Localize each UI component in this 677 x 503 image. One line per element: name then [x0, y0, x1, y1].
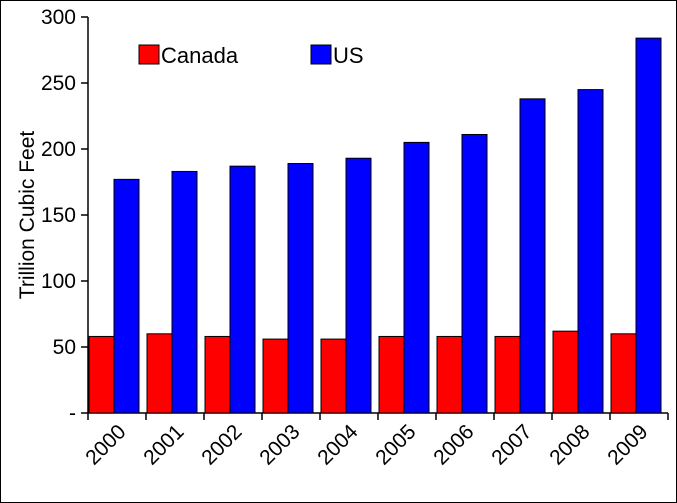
bar-canada-2002 — [204, 335, 231, 414]
bars — [88, 37, 662, 414]
y-tick-label: 150 — [41, 204, 76, 227]
bar-us-2001 — [171, 170, 198, 414]
bar-canada-2003 — [262, 338, 289, 414]
x-tick-label: 2002 — [197, 420, 246, 469]
bar-us-2004 — [345, 157, 372, 414]
bar-us-2005 — [403, 141, 430, 414]
bar-us-2006 — [461, 133, 488, 414]
x-tick-label: 2007 — [487, 420, 536, 469]
x-tick-labels: 2000 2001 2002 2003 2004 2005 2006 2007 2008 2009 — [81, 420, 652, 470]
y-tick-labels: - 50 100 150 200 250 300 — [41, 6, 76, 425]
bar-us-2003 — [287, 163, 314, 414]
bar-canada-2008 — [552, 330, 579, 414]
bar-canada-2004 — [320, 338, 347, 414]
y-tick-label: 100 — [41, 270, 76, 293]
bar-us-2002 — [229, 165, 256, 414]
bar-canada-2000 — [88, 335, 115, 414]
y-tick-label: 300 — [41, 6, 76, 29]
bar-canada-2009 — [610, 333, 637, 414]
x-tick-label: 2009 — [603, 420, 652, 469]
legend-swatch-canada — [138, 44, 160, 65]
bar-canada-2007 — [494, 335, 521, 414]
legend: Canada US — [138, 43, 364, 68]
bar-canada-2006 — [436, 335, 463, 414]
bar-us-2009 — [635, 37, 662, 414]
y-axis-title: Trillion Cubic Feet — [16, 131, 39, 300]
bar-us-2000 — [113, 178, 140, 414]
x-tick-label: 2001 — [139, 420, 188, 469]
bar-us-2007 — [519, 98, 546, 414]
legend-label-canada: Canada — [161, 43, 239, 68]
x-tick-label: 2006 — [429, 420, 478, 469]
legend-swatch-us — [310, 44, 332, 65]
x-tick-label: 2005 — [371, 420, 420, 469]
x-tick-label: 2000 — [81, 420, 130, 469]
x-tick-label: 2008 — [545, 420, 594, 469]
x-tick-label: 2003 — [255, 420, 304, 469]
x-tick-label: 2004 — [313, 420, 363, 470]
y-tick-label: 250 — [41, 72, 76, 95]
bar-canada-2005 — [378, 335, 405, 414]
y-tick-label: 50 — [53, 336, 76, 359]
y-tick-label: 200 — [41, 138, 76, 161]
legend-label-us: US — [333, 43, 364, 68]
y-tick-label: - — [69, 402, 76, 425]
bar-canada-2001 — [146, 333, 173, 414]
bar-us-2008 — [577, 89, 604, 414]
